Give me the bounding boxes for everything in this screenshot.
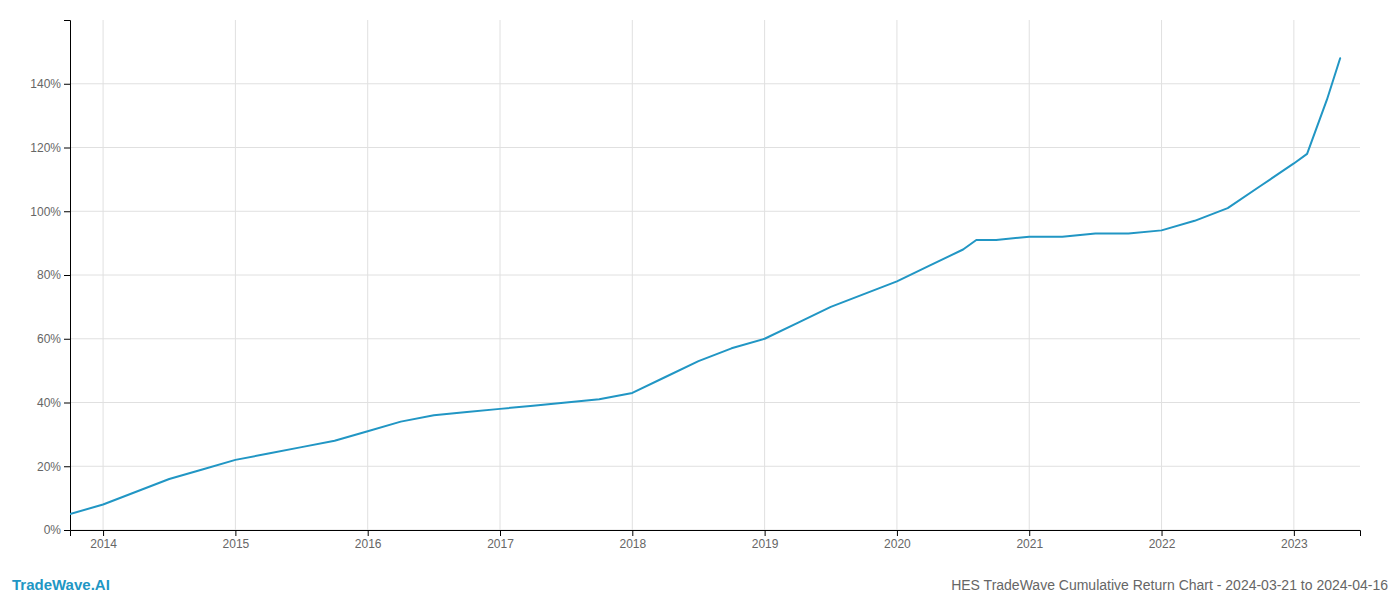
- grid-line: [632, 20, 633, 530]
- grid-line: [500, 20, 501, 530]
- tick: 40%: [37, 396, 70, 410]
- y-axis: 0% 20% 40% 60% 80% 100% 120% 140%: [30, 21, 70, 538]
- tick-mark: [1162, 530, 1163, 536]
- plot: 2014 2015 2016 2017 2018 2019 2020 2021 2022 2023…: [30, 20, 1360, 551]
- tick-mark: [368, 530, 369, 536]
- tick: 120%: [30, 141, 70, 155]
- tick-label: 0%: [44, 523, 62, 537]
- tick-label: 80%: [37, 268, 61, 282]
- tick-mark: [64, 530, 70, 531]
- axis-line: [64, 21, 71, 531]
- tick-mark: [632, 530, 633, 536]
- tick: 2015: [223, 530, 250, 551]
- grid-line: [367, 20, 368, 530]
- tick-label: 120%: [30, 141, 61, 155]
- tick-mark: [897, 530, 898, 536]
- grid-line: [235, 20, 236, 530]
- tick-label: 100%: [30, 205, 61, 219]
- tick-label: 60%: [37, 332, 61, 346]
- tick: 140%: [30, 77, 70, 91]
- x-axis: 2014 2015 2016 2017 2018 2019 2020 2021 2022 2023: [71, 530, 1361, 551]
- tick-mark: [1294, 530, 1295, 536]
- watermark: TradeWave.AI: [12, 576, 110, 593]
- tick-label: 2015: [223, 537, 250, 551]
- grid: [70, 20, 1360, 530]
- tick-label: 2019: [752, 537, 779, 551]
- tick: 2020: [884, 530, 911, 551]
- grid-line: [70, 147, 1360, 148]
- grid-line: [1293, 20, 1294, 530]
- tick-mark: [64, 275, 70, 276]
- grid-line: [70, 211, 1360, 212]
- tick-mark: [765, 530, 766, 536]
- tick: 2021: [1016, 530, 1043, 551]
- tick: 2018: [619, 530, 646, 551]
- grid-line: [764, 20, 765, 530]
- tick: 2014: [90, 530, 117, 551]
- grid-line: [70, 275, 1360, 276]
- grid-line: [896, 20, 897, 530]
- grid-line: [103, 20, 104, 530]
- tick-label: 2018: [619, 537, 646, 551]
- tick-mark: [64, 84, 70, 85]
- tick-mark: [64, 211, 70, 212]
- tick-label: 2023: [1281, 537, 1308, 551]
- tick-mark: [64, 403, 70, 404]
- grid-line: [1029, 20, 1030, 530]
- chart: 2014 2015 2016 2017 2018 2019 2020 2021 2022 2023…: [0, 0, 1400, 600]
- tick: 2016: [355, 530, 382, 551]
- tick: 2017: [487, 530, 514, 551]
- tick: 60%: [37, 332, 70, 346]
- grid-line: [70, 338, 1360, 339]
- tick: 100%: [30, 205, 70, 219]
- marks: [70, 58, 1340, 514]
- tick-label: 140%: [30, 77, 61, 91]
- tick-label: 2021: [1016, 537, 1043, 551]
- tick: 80%: [37, 268, 70, 282]
- tick: 2023: [1281, 530, 1308, 551]
- grid-line: [70, 402, 1360, 403]
- tick-label: 40%: [37, 396, 61, 410]
- tick-mark: [103, 530, 104, 536]
- grid-line: [70, 466, 1360, 467]
- tick-label: 2022: [1149, 537, 1176, 551]
- title: HES TradeWave Cumulative Return Chart - …: [951, 577, 1388, 593]
- tick-label: 2017: [487, 537, 514, 551]
- tick-mark: [1029, 530, 1030, 536]
- tick: 2022: [1149, 530, 1176, 551]
- tick-mark: [64, 466, 70, 467]
- tick: 0%: [44, 523, 70, 537]
- axis-line: [71, 531, 1361, 537]
- tick-mark: [500, 530, 501, 536]
- tick: 20%: [37, 460, 70, 474]
- grid-line: [1161, 20, 1162, 530]
- tick-label: 2016: [355, 537, 382, 551]
- line: [70, 58, 1340, 514]
- tick-mark: [64, 148, 70, 149]
- tick-mark: [64, 339, 70, 340]
- tick-label: 2014: [90, 537, 117, 551]
- tick-mark: [235, 530, 236, 536]
- tick-label: 20%: [37, 460, 61, 474]
- grid-line: [70, 83, 1360, 84]
- tick-label: 2020: [884, 537, 911, 551]
- tick: 2019: [752, 530, 779, 551]
